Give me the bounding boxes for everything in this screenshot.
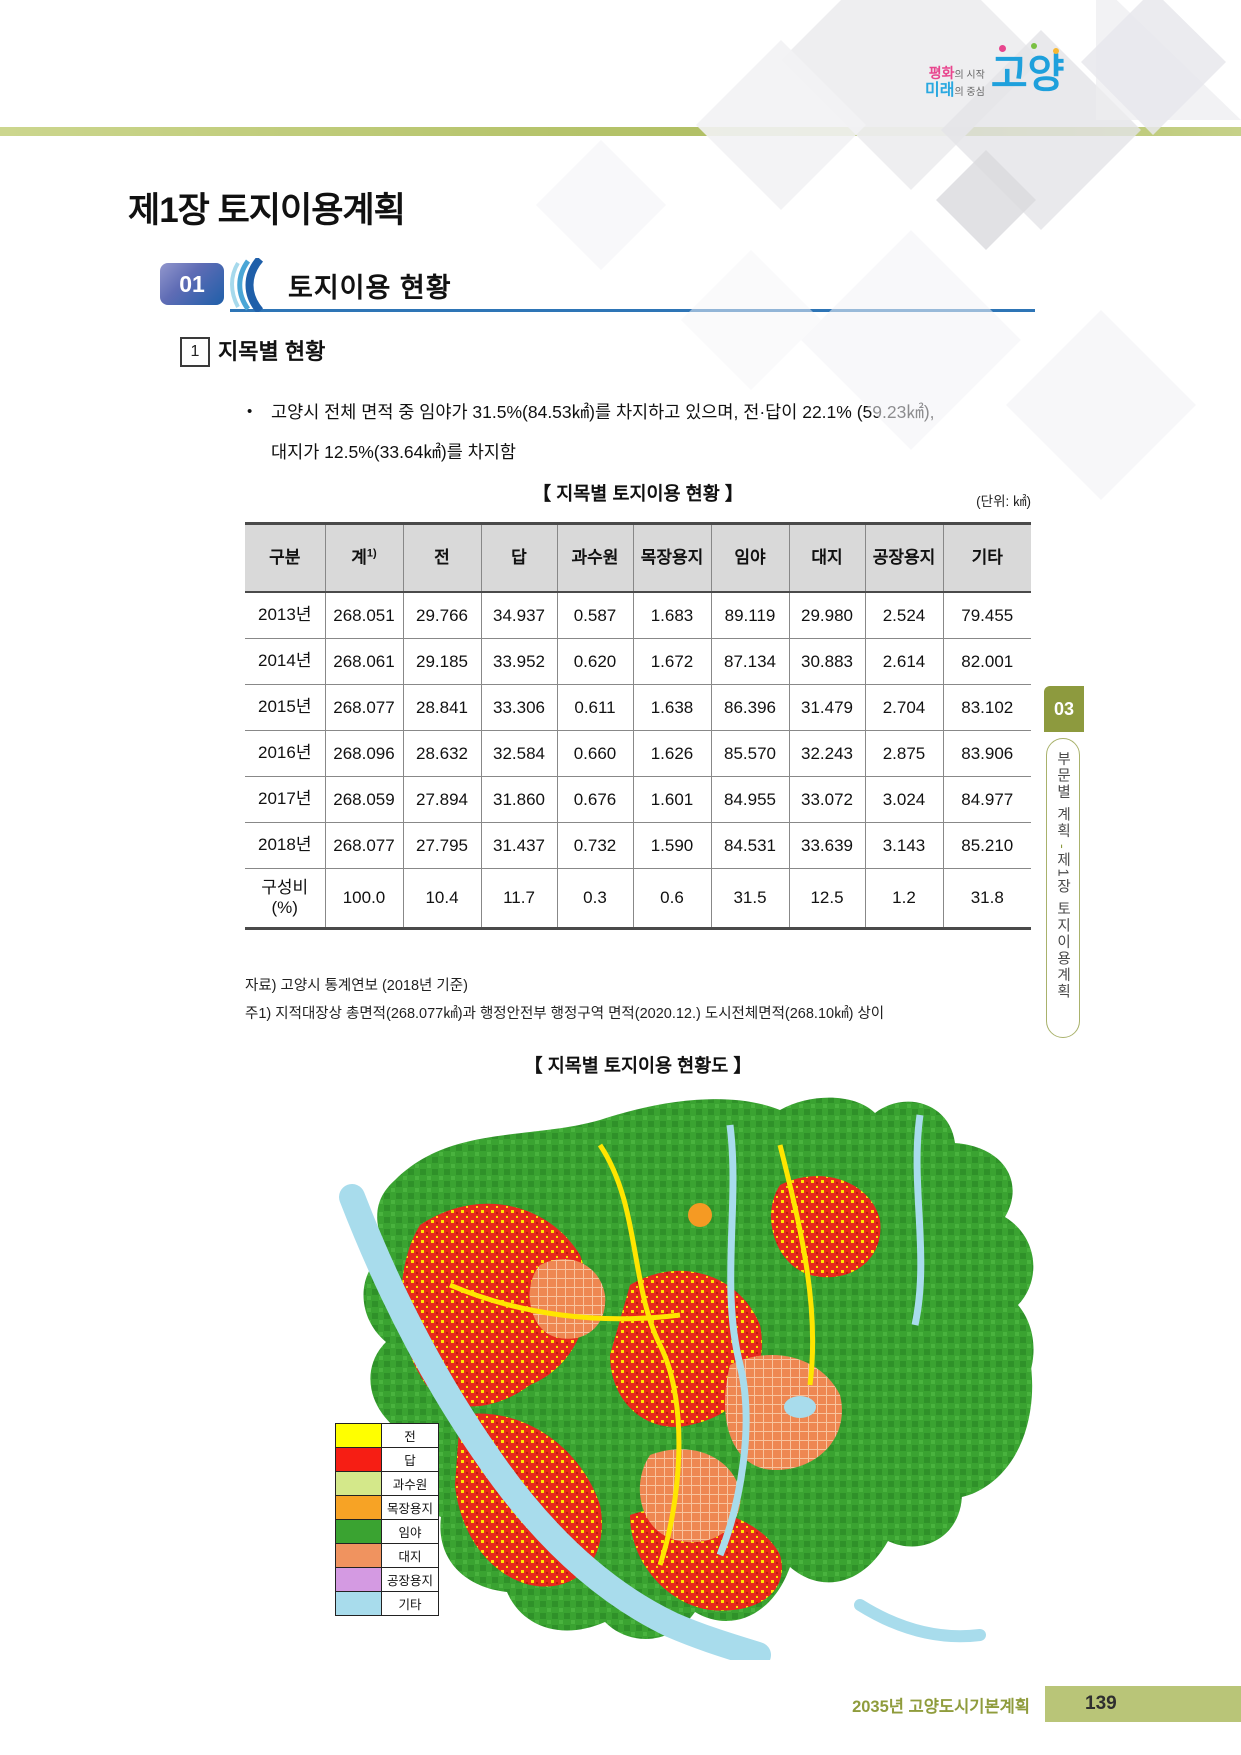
table-caption: 【 지목별 토지이용 현황 】 [532, 483, 744, 504]
col-header: 대지 [788, 523, 865, 593]
legend-item: 기타 [336, 1591, 438, 1615]
col-header: 임야 [710, 523, 789, 593]
goyang-city-logo: 평화의 시작 미래의 중심 고양 [925, 43, 1085, 100]
page-number: 139 [1085, 1693, 1117, 1714]
top-accent-band [0, 127, 1241, 136]
side-tab-body: 부문별 계획 - 제1장 토지이용계획 [1046, 738, 1080, 1038]
col-header: 전 [402, 523, 481, 593]
logo-tagline-2: 미래의 중심 [925, 82, 985, 99]
table-row: 2015년 268.077 28.841 33.306 0.611 1.638 86.396… [245, 684, 1031, 731]
bullet-line-1: 고양시 전체 면적 중 임야가 31.5%(84.53㎢)를 차지하고 있으며,… [271, 402, 935, 422]
table-notes: 자료) 고양시 통계연보 (2018년 기준) 주1) 지적대장상 총면적(26… [245, 972, 884, 1028]
col-header: 계1) [324, 523, 403, 593]
logo-flower-dot [1052, 48, 1059, 54]
legend-swatch [336, 1448, 382, 1471]
side-tab-label-1: 부문별 계획 [1054, 751, 1071, 840]
legend-item: 대지 [336, 1543, 438, 1567]
table-note-1: 주1) 지적대장상 총면적(268.077㎢)과 행정안전부 행정구역 면적(2… [245, 1006, 885, 1022]
subsection-number-box: 1 [180, 337, 210, 367]
col-header: 목장용지 [632, 523, 711, 593]
legend-swatch [336, 1424, 382, 1447]
logo-city-name: 고양 [991, 43, 1064, 96]
col-header: 과수원 [556, 523, 633, 593]
legend-swatch [336, 1520, 382, 1543]
legend-swatch [336, 1568, 382, 1591]
logo-tagline-1: 평화의 시작 [928, 65, 985, 82]
side-tab-separator: - [1055, 843, 1071, 849]
legend-item: 목장용지 [336, 1495, 438, 1519]
table-row: 2018년 268.077 27.795 31.437 0.732 1.590 84.531… [245, 822, 1031, 869]
page-number-strip: 139 [1045, 1686, 1241, 1722]
bullet-marker: • [247, 403, 253, 420]
col-header: 답 [480, 523, 557, 593]
section-number-badge: 01 [160, 263, 224, 305]
subsection-title: 지목별 현황 [218, 339, 326, 364]
legend-item: 전 [336, 1424, 438, 1447]
legend-swatch [336, 1592, 382, 1615]
legend-swatch [336, 1544, 382, 1567]
landuse-map [339, 1097, 1034, 1660]
wave-icon [230, 258, 264, 312]
table-row: 2016년 268.096 28.632 32.584 0.660 1.626 85.570… [245, 730, 1031, 777]
legend-item: 공장용지 [336, 1567, 438, 1591]
section-underline [230, 309, 1035, 312]
col-header: 공장용지 [864, 523, 943, 593]
legend-item: 과수원 [336, 1471, 438, 1495]
chapter-side-tab: 03 부문별 계획 - 제1장 토지이용계획 [1044, 686, 1084, 1038]
legend-swatch [336, 1496, 382, 1519]
bullet-line-2: 대지가 12.5%(33.64㎢)를 차지함 [271, 442, 516, 462]
footer-doc-title: 2035년 고양도시기본계획 [852, 1698, 1030, 1716]
landuse-table: 구분 계1) 전 답 과수원 목장용지 임야 대지 공장용지 기타 2013년 2… [245, 522, 1031, 930]
table-row-composition: 구성비 (%) 100.0 10.4 11.7 0.3 0.6 31.5 12.5 1.2 31.… [245, 868, 1031, 929]
table-row: 2017년 268.059 27.894 31.860 0.676 1.601 84.955… [245, 776, 1031, 823]
col-header: 기타 [942, 523, 1031, 593]
table-note-source: 자료) 고양시 통계연보 (2018년 기준) [245, 978, 468, 994]
map-caption: 【 지목별 토지이용 현황도 】 [524, 1055, 752, 1076]
header-footnote-sup: 1) [366, 547, 377, 560]
logo-flower-dot [998, 45, 1006, 52]
table-row: 2014년 268.061 29.185 33.952 0.620 1.672 87.134… [245, 638, 1031, 685]
map-legend: 전 답 과수원 목장용지 임야 대지 공장용지 기타 [335, 1423, 439, 1616]
col-header: 구분 [245, 523, 325, 593]
table-unit-label: (단위: ㎢) [976, 494, 1031, 509]
chapter-title: 제1장 토지이용계획 [128, 191, 406, 230]
side-tab-number: 03 [1044, 686, 1084, 732]
side-tab-label-2: 제1장 토지이용계획 [1054, 852, 1071, 1001]
section-title: 토지이용 현황 [288, 273, 452, 303]
legend-swatch [336, 1472, 382, 1495]
legend-item: 임야 [336, 1519, 438, 1543]
legend-item: 답 [336, 1447, 438, 1471]
logo-flower-dot [1030, 43, 1037, 49]
table-row: 2013년 268.051 29.766 34.937 0.587 1.683 89.119… [245, 592, 1031, 639]
bullet-paragraph: • 고양시 전체 면적 중 임야가 31.5%(84.53㎢)를 차지하고 있으… [247, 392, 1047, 472]
logo-taglines: 평화의 시작 미래의 중심 [925, 66, 985, 100]
table-header-row: 구분 계1) 전 답 과수원 목장용지 임야 대지 공장용지 기타 [245, 523, 1031, 593]
